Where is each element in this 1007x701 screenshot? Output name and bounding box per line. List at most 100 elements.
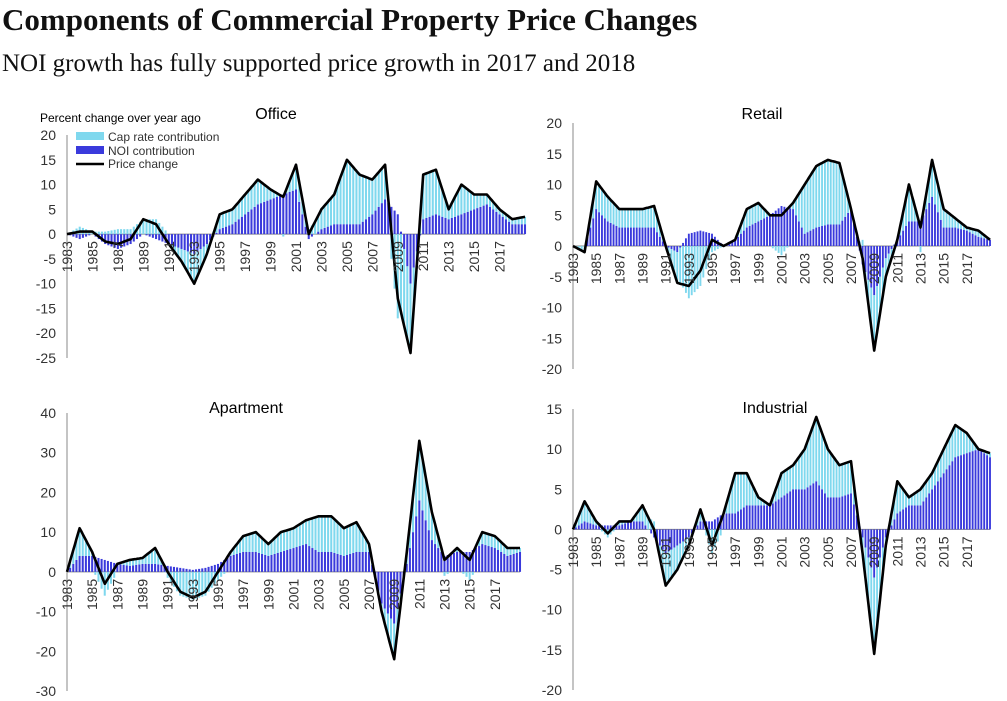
cap-rate-bar — [237, 201, 240, 220]
cap-rate-bar — [850, 461, 852, 494]
cap-rate-bar — [232, 548, 235, 555]
cap-rate-bar — [615, 206, 618, 227]
cap-rate-bar — [148, 219, 151, 235]
noi-bar — [768, 215, 771, 246]
noi-bar — [800, 227, 803, 246]
noi-bar — [474, 548, 477, 572]
cap-rate-bar — [699, 246, 702, 286]
cap-rate-bar — [682, 246, 684, 288]
cap-rate-bar — [295, 526, 298, 548]
cap-rate-bar — [190, 252, 193, 279]
cap-rate-bar — [907, 497, 910, 506]
cap-rate-bar — [438, 179, 441, 216]
noi-bar — [223, 559, 226, 572]
noi-bar — [577, 525, 580, 530]
noi-bar — [466, 211, 469, 235]
noi-bar — [879, 529, 881, 558]
cap-rate-bar — [971, 441, 974, 452]
cap-rate-bar — [138, 558, 141, 565]
y-tick-label: 15 — [40, 152, 56, 168]
noi-bar — [69, 567, 72, 572]
cap-rate-bar — [412, 267, 415, 309]
noi-bar — [320, 229, 323, 235]
noi-bar — [792, 209, 795, 246]
chart-panel-apartment: Apartment 40 30 20 10 0 -10 -20 -30 1983 1985 1987 1… — [36, 400, 522, 699]
cap-rate-bar — [757, 497, 760, 506]
cap-rate-bar — [234, 205, 237, 222]
noi-bar — [786, 493, 789, 530]
noi-bar — [434, 214, 437, 235]
cap-rate-bar — [803, 184, 806, 234]
noi-bar — [301, 214, 304, 235]
noi-bar — [444, 218, 447, 235]
noi-bar — [186, 234, 189, 252]
x-tick-label: 1999 — [260, 579, 276, 610]
noi-bar — [460, 214, 463, 235]
cap-rate-bar — [496, 539, 500, 551]
x-tick-label: 1985 — [588, 536, 604, 567]
x-tick-label: 2017 — [959, 536, 975, 567]
cap-rate-bar — [425, 173, 428, 219]
noi-bar — [893, 519, 896, 530]
noi-bar — [161, 234, 164, 242]
cap-rate-bar — [503, 545, 506, 554]
noi-bar — [835, 497, 838, 530]
noi-bar — [606, 221, 609, 246]
noi-bar — [783, 495, 786, 530]
noi-bar — [84, 555, 87, 572]
cap-rate-bar — [72, 550, 75, 564]
noi-bar — [128, 565, 131, 572]
cap-rate-bar — [696, 246, 699, 290]
price-change-line — [66, 158, 526, 355]
noi-bar — [427, 530, 430, 572]
cap-rate-bar — [676, 545, 679, 570]
noi-bar — [592, 218, 595, 246]
noi-bar — [847, 212, 850, 246]
cap-rate-bar — [670, 549, 673, 578]
y-tick-label: -15 — [542, 642, 562, 658]
y-tick-label: -5 — [550, 562, 563, 578]
noi-bar — [237, 219, 240, 235]
cap-rate-bar — [87, 546, 91, 556]
noi-bar — [107, 234, 110, 246]
cap-rate-bar — [174, 246, 177, 253]
cap-rate-bar — [384, 164, 387, 200]
cap-rate-bar — [333, 194, 336, 225]
noi-bar — [942, 227, 945, 246]
cap-rate-bar — [191, 571, 194, 600]
cap-rate-bar — [870, 287, 873, 328]
noi-bar — [421, 510, 424, 572]
noi-bar — [656, 232, 658, 246]
cap-rate-bar — [742, 216, 745, 231]
cap-rate-bar — [713, 246, 716, 251]
noi-bar — [144, 563, 147, 572]
noi-bar — [326, 226, 329, 235]
noi-bar — [501, 216, 504, 235]
noi-bar — [589, 227, 592, 246]
noi-bar — [399, 231, 402, 235]
cap-rate-bar — [283, 531, 286, 552]
noi-bar — [488, 206, 492, 235]
noi-bar — [925, 209, 928, 246]
noi-bar — [81, 234, 84, 238]
noi-bar — [408, 548, 411, 572]
noi-bar — [384, 199, 387, 235]
cap-rate-bar — [279, 532, 282, 552]
noi-bar — [216, 563, 220, 572]
cap-rate-bar — [269, 189, 272, 200]
cap-rate-bar — [902, 212, 905, 231]
noi-bar — [606, 525, 609, 530]
noi-bar — [103, 559, 106, 572]
noi-bar — [514, 224, 517, 235]
cap-rate-bar — [919, 246, 922, 253]
noi-bar — [314, 550, 317, 572]
noi-bar — [415, 234, 418, 252]
y-tick-label: 5 — [554, 207, 562, 223]
noi-bar — [708, 232, 711, 246]
cap-rate-bar — [844, 463, 847, 496]
noi-bar — [986, 239, 989, 246]
cap-rate-bar — [751, 485, 754, 506]
cap-rate-bar — [254, 532, 257, 552]
cap-rate-bar — [380, 168, 383, 204]
